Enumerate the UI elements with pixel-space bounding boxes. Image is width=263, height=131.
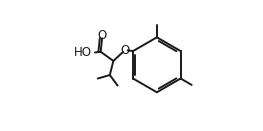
Text: O: O xyxy=(121,44,130,57)
Text: HO: HO xyxy=(74,46,92,59)
Text: O: O xyxy=(98,29,107,42)
